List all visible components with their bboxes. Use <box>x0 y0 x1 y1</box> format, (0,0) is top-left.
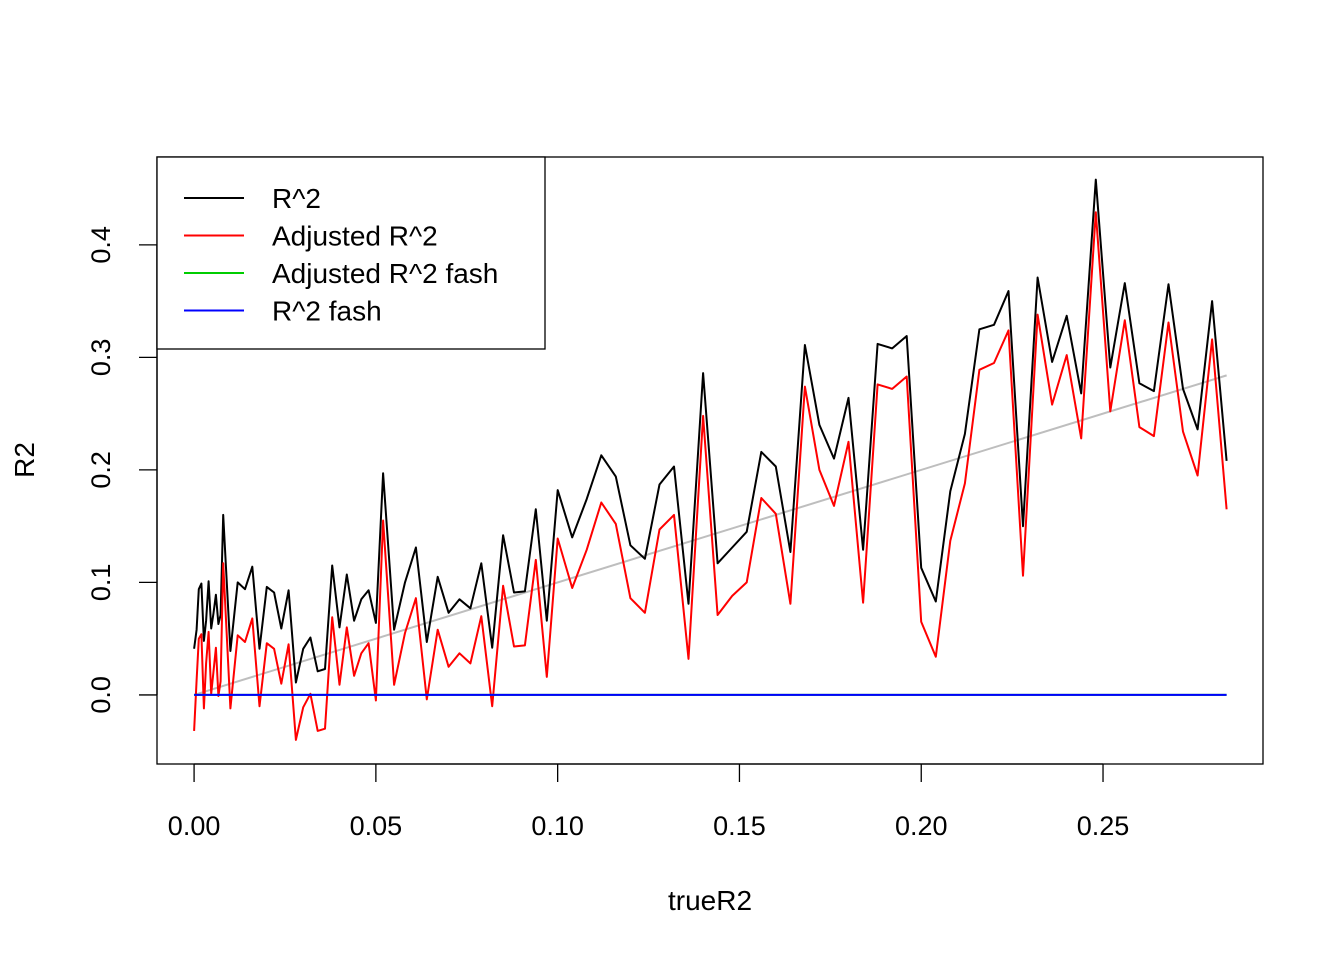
legend: R^2 Adjusted R^2 Adjusted R^2 fash R^2 fash <box>156 156 546 350</box>
legend-label: Adjusted R^2 <box>272 221 438 252</box>
legend-box <box>156 156 546 350</box>
x-tick-label: 0.20 <box>895 811 948 841</box>
legend-label: R^2 fash <box>272 296 382 327</box>
x-tick-label: 0.00 <box>168 811 221 841</box>
y-tick-label: 0.0 <box>86 676 116 714</box>
series-line-r2 <box>193 178 1228 684</box>
y-tick-label: 0.2 <box>86 451 116 489</box>
y-axis-label: R2 <box>9 442 40 478</box>
reference-line <box>193 374 1227 696</box>
y-tick-label: 0.4 <box>86 226 116 264</box>
reference-line-layer <box>193 374 1227 696</box>
y-tick-label: 0.1 <box>86 564 116 602</box>
series-line-adjusted-r2 <box>193 211 1228 741</box>
x-tick-label: 0.15 <box>713 811 766 841</box>
x-tick-label: 0.05 <box>350 811 403 841</box>
legend-label: Adjusted R^2 fash <box>272 258 498 289</box>
series-layer <box>193 178 1228 741</box>
x-tick-label: 0.25 <box>1077 811 1130 841</box>
x-axis: 0.00 0.05 0.10 0.15 0.20 0.25 <box>168 763 1130 841</box>
y-tick-label: 0.3 <box>86 339 116 377</box>
y-axis: 0.0 0.1 0.2 0.3 0.4 <box>86 226 158 714</box>
x-tick-label: 0.10 <box>531 811 584 841</box>
x-axis-label: trueR2 <box>668 885 752 916</box>
legend-label: R^2 <box>272 183 321 214</box>
